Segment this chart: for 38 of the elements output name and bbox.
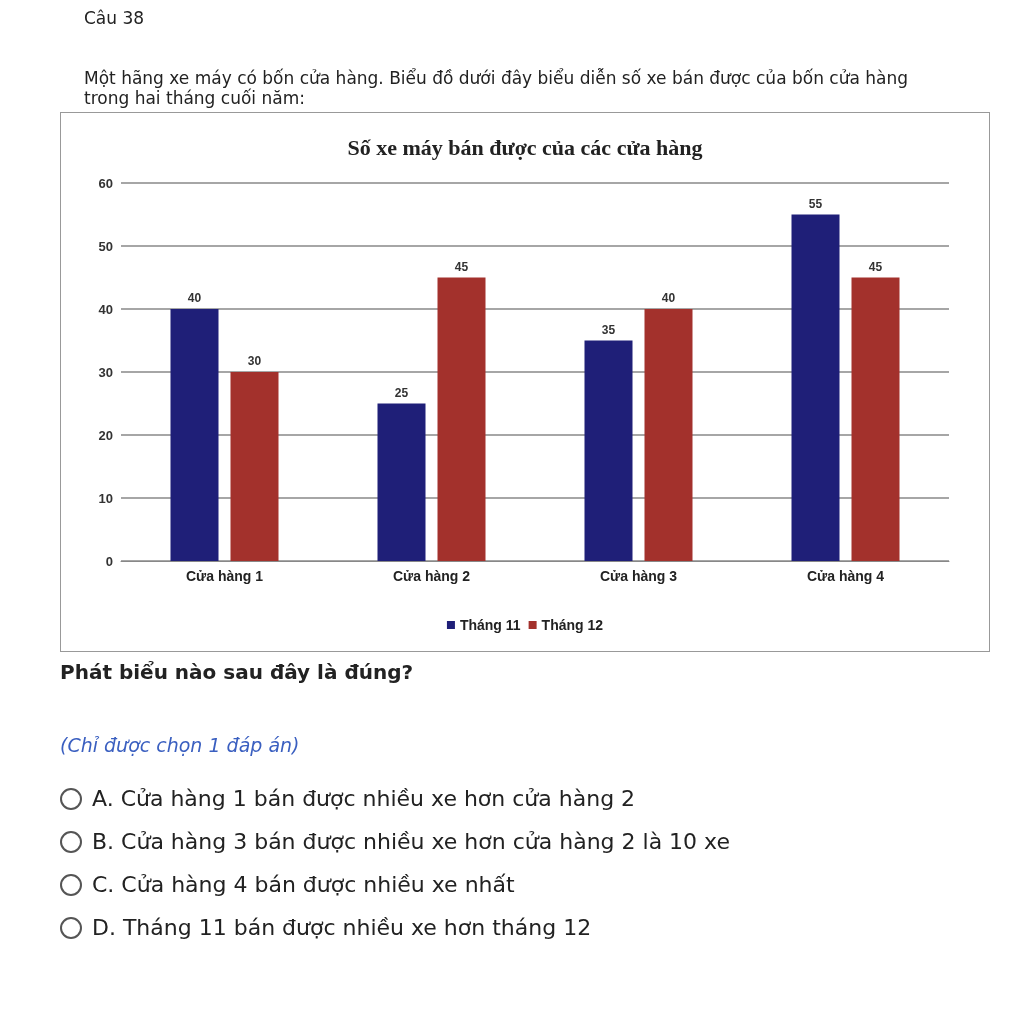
y-tick-label: 50 bbox=[98, 238, 113, 254]
text: Phát biểu nào sau đây là đúng? bbox=[60, 660, 415, 684]
x-tick-label: Cửa hàng 3 bbox=[599, 568, 678, 584]
text: D. Tháng 11 bán được nhiều xe hơn tháng 12 bbox=[92, 915, 592, 940]
y-tick-label: 60 bbox=[98, 175, 113, 191]
y-tick-label: 30 bbox=[98, 364, 113, 380]
data-label: 45 bbox=[868, 259, 883, 274]
data-label: 55 bbox=[808, 196, 823, 211]
bar bbox=[584, 340, 633, 561]
data-label: 40 bbox=[187, 291, 202, 305]
x-tick-label: Cửa hàng 4 bbox=[806, 568, 885, 584]
y-tick-label: 10 bbox=[98, 490, 113, 506]
data-label: 25 bbox=[394, 385, 409, 400]
bar bbox=[170, 309, 219, 561]
bar bbox=[377, 403, 426, 561]
y-tick-label: 0 bbox=[105, 553, 113, 569]
bar bbox=[230, 372, 279, 561]
text: A. Cửa hàng 1 bán được nhiều xe hơn cửa hàng 2 bbox=[92, 786, 636, 811]
text: (Chỉ được chọn 1 đáp án) bbox=[60, 734, 301, 756]
data-label: 40 bbox=[661, 291, 676, 305]
y-tick-label: 40 bbox=[98, 301, 113, 317]
chart-title: Số xe máy bán được của các cửa hàng bbox=[347, 134, 703, 160]
text: B. Cửa hàng 3 bán được nhiều xe hơn cửa hàng 2 là 10 xe bbox=[92, 829, 730, 854]
bar bbox=[791, 214, 840, 561]
data-label: 35 bbox=[601, 322, 616, 337]
data-label: 45 bbox=[454, 259, 469, 274]
bar bbox=[851, 277, 900, 561]
legend-label: Tháng 11 bbox=[459, 617, 521, 633]
y-tick-label: 20 bbox=[98, 427, 113, 443]
bar bbox=[644, 309, 693, 561]
text: Một hãng xe máy có bốn cửa hàng. Biểu đồ dưới đây biểu diễn số xe bán được của bốn cửa hàng trong hai tháng cuối năm: bbox=[84, 68, 910, 108]
x-tick-label: Cửa hàng 2 bbox=[392, 568, 471, 584]
data-label: 30 bbox=[247, 354, 262, 368]
text: C. Cửa hàng 4 bán được nhiều xe nhất bbox=[92, 872, 515, 897]
bar bbox=[437, 277, 486, 561]
x-tick-label: Cửa hàng 1 bbox=[185, 568, 264, 584]
legend-label: Tháng 12 bbox=[541, 617, 604, 633]
text: Câu 38 bbox=[84, 8, 146, 28]
